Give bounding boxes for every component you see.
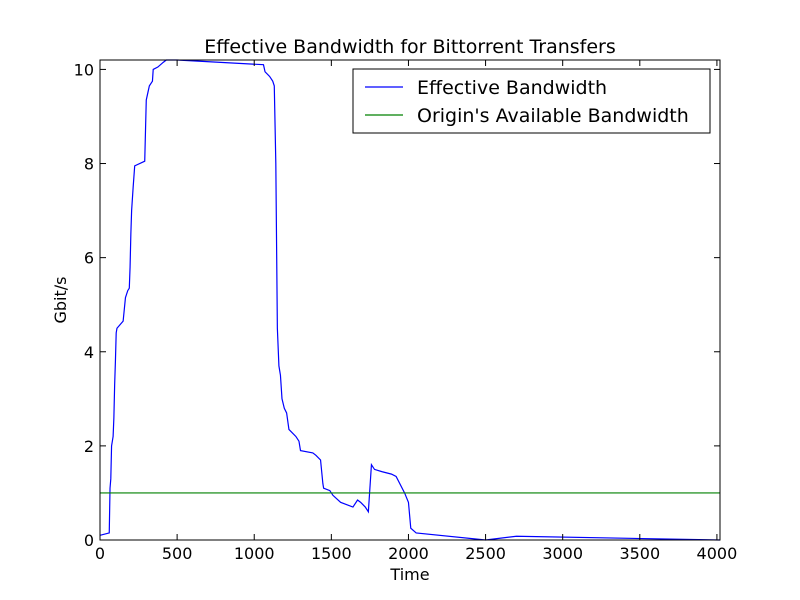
y-axis-label: Gbit/s [51,277,70,324]
y-tick-label: 2 [84,437,94,456]
x-tick-label: 2000 [388,544,429,563]
y-tick-label: 8 [84,155,94,174]
x-tick-label: 1000 [234,544,275,563]
chart-title: Effective Bandwidth for Bittorrent Trans… [204,36,616,58]
legend-label-2: Origin's Available Bandwidth [417,105,689,127]
legend-frame [352,68,711,134]
plot-frame [99,59,721,541]
x-tick-label: 1500 [311,544,352,563]
x-tick-label: 3500 [619,544,660,563]
y-tick-label: 0 [84,531,94,550]
x-tick-label: 4000 [697,544,738,563]
x-tick-label: 3000 [542,544,583,563]
series-line-1 [99,59,721,541]
legend: Effective Bandwidth Origin's Available Ba… [352,68,711,134]
x-tick-label: 0 [95,544,105,563]
x-tick-label: 2500 [465,544,506,563]
y-tick-label: 10 [74,60,94,79]
x-axis-label: Time [389,565,429,584]
y-tick-label: 6 [84,249,94,268]
y-tick-label: 4 [84,343,94,362]
plot-area: 0 500 1000 1500 2000 2500 3000 3500 4000 0 2 4 6 8 10 [74,59,738,563]
legend-label-1: Effective Bandwidth [417,77,607,99]
x-tick-label: 500 [162,544,193,563]
